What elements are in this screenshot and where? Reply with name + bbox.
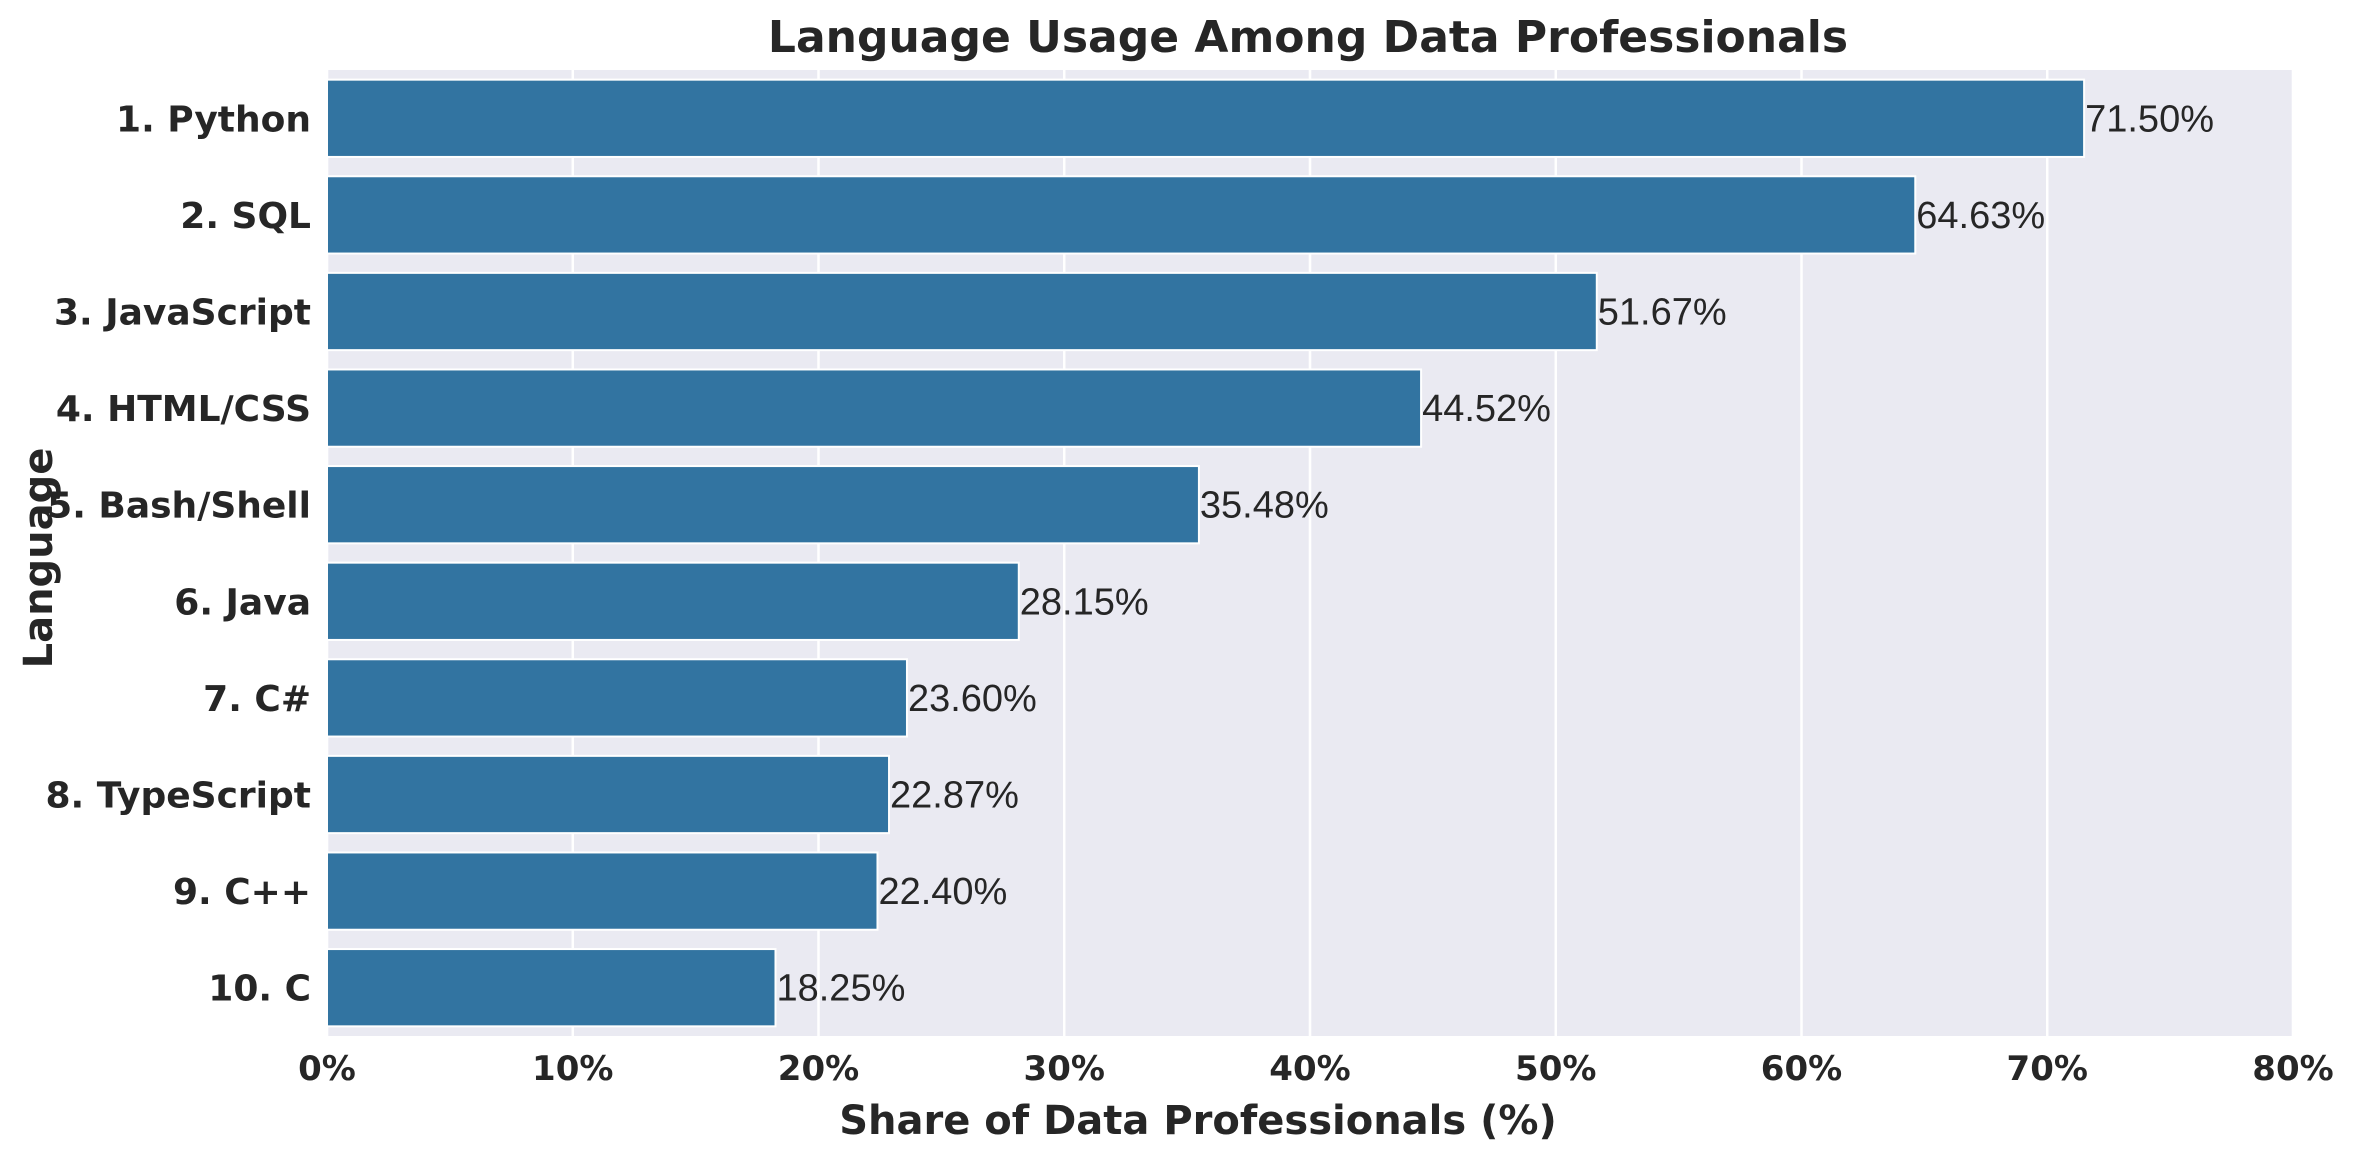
x-tick-label: 40%	[1269, 1049, 1350, 1089]
category-label: 8. TypeScript	[45, 776, 311, 817]
data-label: 18.25%	[776, 968, 905, 1010]
bar	[326, 78, 2086, 158]
x-tick-label: 0%	[298, 1049, 356, 1089]
bar	[326, 658, 908, 738]
x-tick-label: 10%	[532, 1049, 613, 1089]
data-label: 23.60%	[908, 678, 1037, 720]
x-tick-label: 30%	[1024, 1049, 1105, 1089]
category-label: 3. JavaScript	[54, 293, 311, 334]
x-tick-label: 80%	[2252, 1049, 2333, 1089]
data-label: 22.40%	[878, 871, 1007, 913]
category-label: 4. HTML/CSS	[56, 389, 311, 430]
data-label: 44.52%	[1422, 388, 1551, 430]
bars	[326, 78, 2086, 1028]
data-label: 22.87%	[890, 775, 1019, 817]
category-label: 5. Bash/Shell	[47, 486, 311, 527]
category-label: 10. C	[208, 969, 311, 1010]
bar	[326, 561, 1020, 641]
data-label: 35.48%	[1200, 485, 1329, 527]
data-label: 28.15%	[1020, 581, 1149, 623]
category-label: 9. C++	[173, 872, 311, 913]
y-axis-label: Language	[16, 448, 62, 669]
bar	[326, 948, 777, 1028]
x-tick-labels: 0% 10% 20% 30% 40% 50% 60% 70% 80%	[298, 1049, 2334, 1089]
category-label: 1. Python	[116, 99, 311, 140]
category-label: 7. C#	[203, 679, 311, 720]
x-tick-label: 20%	[778, 1049, 859, 1089]
x-tick-label: 70%	[2007, 1049, 2088, 1089]
bar	[326, 754, 891, 835]
chart-title: Language Usage Among Data Professionals	[768, 12, 1848, 63]
data-labels: 71.50% 64.63% 51.67% 44.52% 35.48% 28.15% 23.6…	[776, 98, 2214, 1009]
data-label: 51.67%	[1598, 292, 1727, 334]
bar	[326, 368, 1423, 448]
data-label: 64.63%	[1916, 195, 2045, 237]
category-label: 6. Java	[174, 582, 311, 623]
bar	[326, 465, 1200, 545]
category-labels: 1. Python 2. SQL 3. JavaScript 4. HTML/CSS 5…	[45, 99, 311, 1009]
bar	[326, 271, 1598, 352]
bar	[326, 851, 879, 931]
x-tick-label: 50%	[1515, 1049, 1596, 1089]
x-tick-label: 60%	[1761, 1049, 1842, 1089]
category-label: 2. SQL	[180, 196, 311, 237]
x-axis-label: Share of Data Professionals (%)	[839, 1098, 1557, 1144]
bar	[326, 175, 1917, 255]
data-label: 71.50%	[2085, 98, 2214, 140]
